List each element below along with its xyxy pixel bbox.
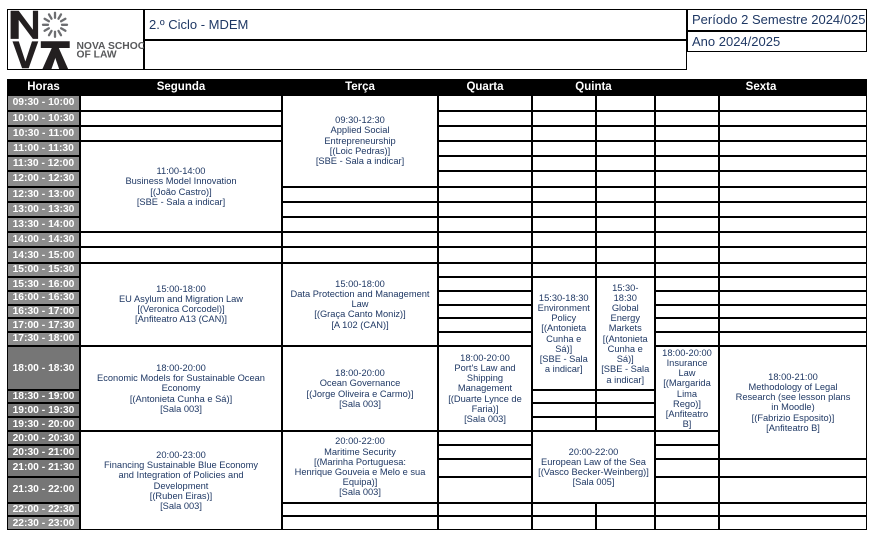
svg-text:OF LAW: OF LAW [77, 49, 117, 60]
